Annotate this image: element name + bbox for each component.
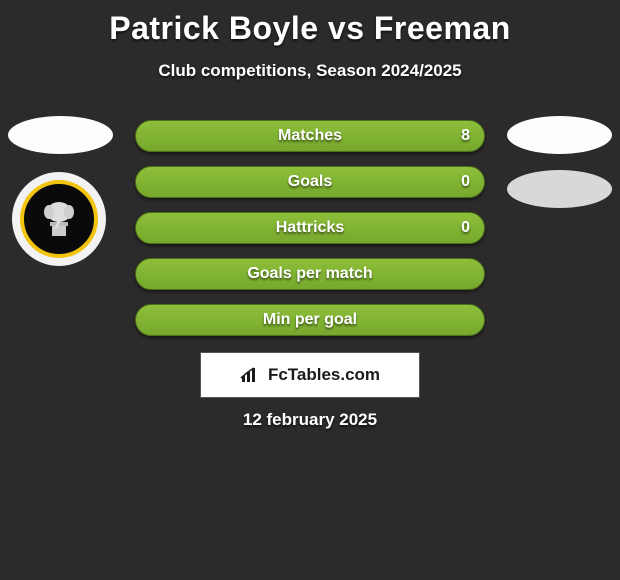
stat-bar-label: Goals per match — [136, 259, 484, 289]
stat-bar-right-value: 0 — [461, 213, 470, 243]
club-badge-left-inner — [20, 180, 98, 258]
right-player-column — [507, 116, 612, 208]
stat-bar: Goals per match — [135, 258, 485, 290]
stat-bar: Goals0 — [135, 166, 485, 198]
stat-bar-label: Min per goal — [136, 305, 484, 335]
stat-bar: Matches8 — [135, 120, 485, 152]
stat-bar: Hattricks0 — [135, 212, 485, 244]
stat-bar-label: Matches — [136, 121, 484, 151]
stat-bar-right-value: 8 — [461, 121, 470, 151]
bar-chart-icon — [240, 366, 262, 384]
stat-bar-label: Hattricks — [136, 213, 484, 243]
comparison-bars: Matches8Goals0Hattricks0Goals per matchM… — [135, 120, 485, 350]
footer-date: 12 february 2025 — [0, 410, 620, 430]
club-badge-placeholder — [507, 170, 612, 208]
branding-box: FcTables.com — [200, 352, 420, 398]
page-subtitle: Club competitions, Season 2024/2025 — [0, 61, 620, 81]
left-player-column — [8, 116, 113, 266]
player-photo-placeholder — [8, 116, 113, 154]
stat-bar-label: Goals — [136, 167, 484, 197]
elephant-icon — [34, 194, 84, 244]
stat-bar: Min per goal — [135, 304, 485, 336]
club-badge-left — [12, 172, 106, 266]
page-title: Patrick Boyle vs Freeman — [0, 0, 620, 47]
player-photo-placeholder — [507, 116, 612, 154]
stat-bar-right-value: 0 — [461, 167, 470, 197]
branding-text: FcTables.com — [268, 365, 380, 385]
